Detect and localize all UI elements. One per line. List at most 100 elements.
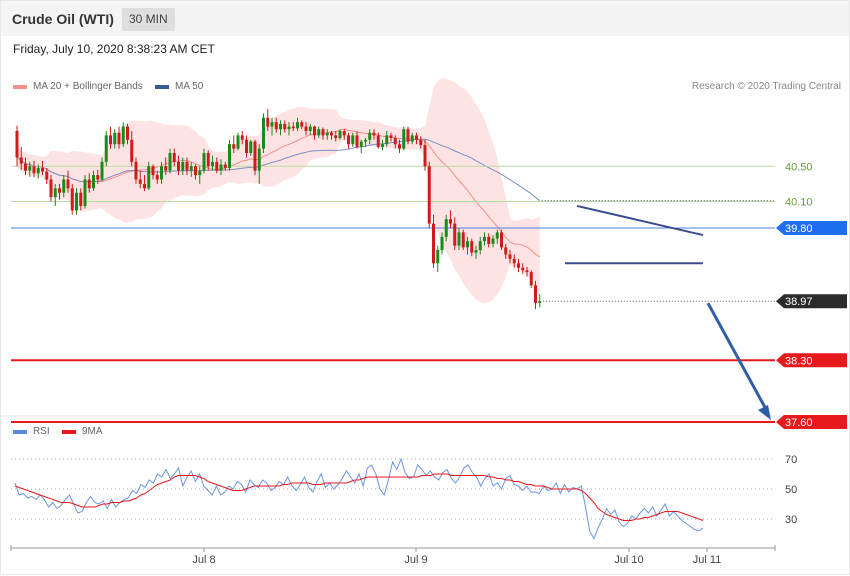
candle-body [487,236,491,244]
triangle-upper-trendline [576,204,704,237]
bollinger-bands [17,78,540,304]
candle-body [440,236,444,251]
candle-body [330,132,333,136]
price-tag-support [776,353,847,368]
candle-body [342,130,346,136]
rsi-tick-50: 50 [785,484,797,496]
candle-body [113,132,117,145]
candle-body [100,161,104,180]
price-label-support: 37.60 [785,417,813,429]
candle-body [389,135,393,139]
candle-body [147,166,151,189]
x-axis: Jul 8 Jul 9 Jul 10 Jul 11 [10,545,776,566]
candle-body [215,161,219,171]
candle-body [347,135,350,145]
candle-body [49,179,53,198]
legend-9ma: 9MA [62,426,103,437]
candle-body [393,138,397,145]
candle-body [495,232,499,239]
legend-rsi-label: RSI [33,426,50,437]
candle-body [15,130,19,158]
legend-rsi: RSI [13,426,50,437]
candle-body [325,132,329,136]
candle-body [143,183,146,189]
candle-body [206,153,210,167]
candle-body [279,123,282,130]
candle-body [355,135,359,147]
candle-body [151,166,155,176]
candle-body [117,132,121,145]
candle-body [87,179,91,189]
candle-body [321,129,325,136]
candle-body [223,164,227,169]
candle-body [28,166,32,171]
candle-body [474,250,478,253]
legend-ma20-swatch [13,84,27,89]
candle-body [376,135,380,147]
candle-body [364,139,367,142]
candle-body [436,250,440,264]
credit-text: Research © 2020 Trading Central [691,81,841,92]
candle-body [160,166,163,180]
candle-body [287,126,291,130]
candle-body [385,135,389,145]
candle-body [32,166,36,174]
candle-body [491,238,495,244]
candle-body [351,135,355,145]
candle-body [534,285,537,303]
candle-body [211,161,214,167]
candle-body [41,168,44,172]
candle-body [517,263,520,268]
candle-body [240,135,244,140]
candle-body [104,135,108,162]
candle-body [512,258,516,264]
candle-body [130,139,134,162]
candle-body [453,223,457,246]
candle-body [359,141,363,147]
candle-body [189,166,193,171]
price-labels: 40.50 40.10 39.80 38.97 38.30 37.60 [776,161,847,430]
candle-body [470,241,474,253]
chart-header: Crude Oil (WTI) 30 MIN [0,0,850,36]
candle-body [270,122,274,127]
price-label-resistance: 40.10 [785,197,813,209]
x-tick-label: Jul 9 [404,554,427,566]
legend-ma50: MA 50 [155,81,203,92]
candle-body [96,175,100,180]
price-tag-support [776,415,847,430]
candle-body [126,126,129,140]
candle-body [53,188,57,198]
candle-body [70,188,74,211]
candle-body [249,141,253,154]
candle-body [483,236,486,242]
candle-body [504,247,508,255]
candle-body [262,117,265,149]
moving-averages [16,128,541,258]
rsi-line [14,457,704,540]
candle-body [538,301,542,303]
candle-body [300,122,304,127]
timeframe-badge[interactable]: 30 MIN [122,8,175,31]
candle-body [529,272,533,286]
candle-body [257,148,261,171]
candle-body [83,179,87,206]
candle-body [525,270,529,273]
candle-body [172,153,176,162]
candle-body [372,132,376,136]
legend-ma50-swatch [155,84,169,89]
candle-body [219,164,223,171]
candle-body [181,161,185,171]
legend-9ma-label: 9MA [82,426,103,437]
candle-body [202,153,206,171]
candle-body [419,139,423,146]
candle-body [449,219,452,224]
forecast-arrowhead [758,405,771,421]
candle-body [274,122,278,130]
candle-body [109,135,112,145]
candle-body [283,123,287,130]
legend-9ma-swatch [62,429,76,434]
legend-ma20: MA 20 + Bollinger Bands [13,81,143,92]
candle-body [66,179,70,189]
